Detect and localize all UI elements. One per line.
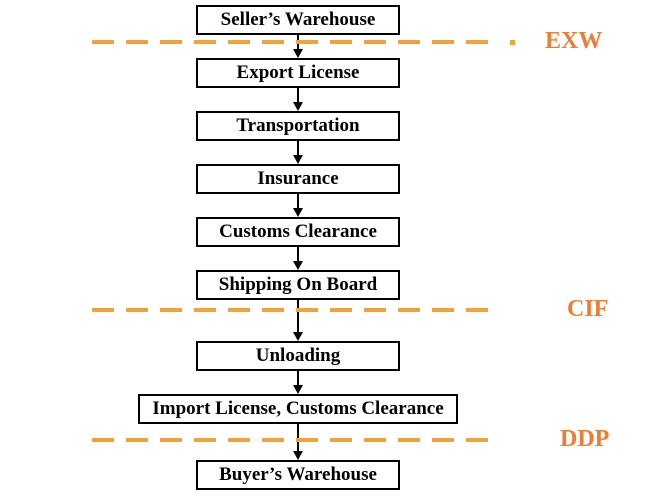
divider-dash <box>92 438 114 442</box>
divider-dash <box>160 438 182 442</box>
divider-dash <box>432 308 454 312</box>
node-n0: Seller’s Warehouse <box>196 5 400 35</box>
divider-dash <box>330 40 352 44</box>
incoterms-flowchart: Seller’s Warehouse Export License Transpor… <box>0 0 667 500</box>
arrow-line-5 <box>297 300 299 332</box>
divider-dash <box>432 438 454 442</box>
divider-dash <box>126 40 148 44</box>
divider-dash <box>466 40 488 44</box>
arrow-head-1 <box>293 102 303 111</box>
arrow-head-3 <box>293 208 303 217</box>
divider-dash <box>330 308 352 312</box>
divider-dash <box>262 438 284 442</box>
node-n4: Customs Clearance <box>196 217 400 247</box>
divider-dash <box>330 438 352 442</box>
divider-dash <box>262 40 284 44</box>
divider-dash <box>296 308 318 312</box>
divider-dash <box>398 308 420 312</box>
divider-dash <box>228 308 250 312</box>
divider-dash <box>160 40 182 44</box>
divider-dash <box>398 438 420 442</box>
divider-dash <box>364 438 386 442</box>
divider-dash <box>296 438 318 442</box>
arrow-line-3 <box>297 194 299 208</box>
arrow-line-4 <box>297 247 299 261</box>
arrow-line-2 <box>297 141 299 155</box>
arrow-head-7 <box>293 451 303 460</box>
divider-dot <box>510 40 515 45</box>
divider-dash <box>364 308 386 312</box>
divider-dash <box>160 308 182 312</box>
node-n3: Insurance <box>196 164 400 194</box>
divider-label-exw: EXW <box>545 28 602 55</box>
divider-dash <box>194 40 216 44</box>
divider-dash <box>194 308 216 312</box>
arrow-line-6 <box>297 371 299 385</box>
node-n5: Shipping On Board <box>196 270 400 300</box>
divider-dash <box>398 40 420 44</box>
divider-dash <box>466 438 488 442</box>
divider-dash <box>228 40 250 44</box>
divider-dash <box>262 308 284 312</box>
arrow-head-6 <box>293 385 303 394</box>
divider-dash <box>92 40 114 44</box>
node-n2: Transportation <box>196 111 400 141</box>
arrow-line-1 <box>297 88 299 102</box>
arrow-head-5 <box>293 332 303 341</box>
divider-label-ddp: DDP <box>560 426 609 453</box>
node-n1: Export License <box>196 58 400 88</box>
divider-dash <box>126 438 148 442</box>
divider-dash <box>432 40 454 44</box>
node-n7: Import License, Customs Clearance <box>138 394 458 424</box>
divider-dash <box>126 308 148 312</box>
arrow-head-0 <box>293 49 303 58</box>
divider-dash <box>364 40 386 44</box>
divider-dash <box>296 40 318 44</box>
node-n8: Buyer’s Warehouse <box>196 460 400 490</box>
divider-dash <box>228 438 250 442</box>
divider-dash <box>466 308 488 312</box>
divider-dash <box>92 308 114 312</box>
divider-label-cif: CIF <box>567 296 608 323</box>
arrow-head-4 <box>293 261 303 270</box>
node-n6: Unloading <box>196 341 400 371</box>
divider-dash <box>194 438 216 442</box>
arrow-head-2 <box>293 155 303 164</box>
